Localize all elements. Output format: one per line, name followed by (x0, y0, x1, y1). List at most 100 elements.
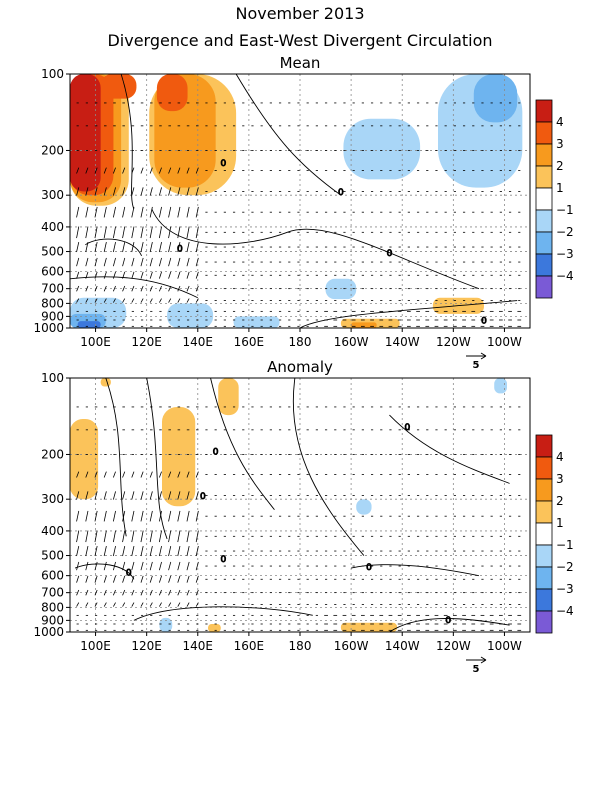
anomaly-region-neg1 (356, 499, 372, 515)
anomaly-vector (186, 491, 190, 500)
anomaly-vector (112, 471, 116, 478)
anomaly-vector (177, 575, 181, 583)
anomaly-vector (76, 589, 80, 596)
mean-vector (158, 285, 162, 292)
anomaly-vector (103, 589, 107, 596)
anomaly-vector (186, 471, 190, 478)
mean-zero-contour-label: 0 (177, 245, 183, 255)
anomaly-region-neg1 (159, 617, 173, 632)
anomaly-vector (140, 491, 144, 500)
anomaly-y-tick-label: 900 (41, 613, 64, 627)
anomaly-vector (85, 471, 89, 478)
mean-vector (85, 206, 89, 218)
anomaly-contour-line (210, 377, 275, 510)
anomaly-vector (140, 471, 144, 478)
anomaly-colorbar-swatch (535, 456, 553, 480)
mean-region-pos2 (351, 322, 377, 328)
mean-colorbar-label: −3 (556, 247, 574, 261)
anomaly-vector (149, 602, 153, 607)
mean-vector (158, 167, 162, 174)
anomaly-vector (140, 530, 144, 543)
anomaly-vector (122, 510, 126, 522)
anomaly-vector (168, 546, 172, 557)
anomaly-vector (168, 602, 172, 607)
anomaly-vector (177, 510, 181, 522)
mean-vector (186, 167, 190, 174)
mean-vector (122, 167, 126, 174)
mean-vector (122, 285, 126, 292)
anomaly-vector (177, 530, 181, 543)
anomaly-vector (195, 471, 199, 478)
mean-y-tick-label: 1000 (33, 321, 64, 335)
mean-vector (103, 271, 107, 279)
anomaly-vector (177, 491, 181, 500)
mean-colorbar-swatch (535, 121, 553, 145)
mean-vector (168, 206, 172, 218)
anomaly-vector (112, 491, 116, 500)
anomaly-vector (103, 575, 107, 583)
mean-vector (131, 167, 135, 174)
mean-y-tick-label: 200 (41, 143, 64, 157)
mean-vector (122, 242, 126, 253)
anomaly-colorbar-swatch (535, 544, 553, 568)
mean-contour-line (299, 300, 518, 329)
mean-vector (177, 298, 181, 303)
anomaly-vector (94, 561, 98, 571)
anomaly-colorbar-swatch (535, 434, 553, 458)
anomaly-x-tick-label: 120W (436, 639, 471, 653)
anomaly-colorbar-label: −3 (556, 582, 574, 596)
mean-vector (85, 298, 89, 303)
anomaly-vector (94, 589, 98, 596)
anomaly-vector (112, 575, 116, 583)
anomaly-vector (168, 491, 172, 500)
mean-region-pos3 (100, 74, 137, 99)
mean-vector (131, 206, 135, 218)
anomaly-contour-line (146, 377, 168, 540)
mean-vector (94, 187, 98, 196)
mean-vector (94, 271, 98, 279)
anomaly-y-tick-label: 800 (41, 600, 64, 614)
anomaly-vector (149, 546, 153, 557)
anomaly-vector (85, 510, 89, 522)
mean-vector (177, 242, 181, 253)
mean-contour-line (151, 208, 480, 290)
anomaly-vector (168, 575, 172, 583)
anomaly-vector (159, 602, 162, 607)
anomaly-vector (158, 546, 162, 557)
anomaly-vector (158, 510, 162, 522)
mean-x-tick-label: 160E (234, 335, 265, 349)
anomaly-vector (85, 589, 89, 596)
anomaly-vector (195, 589, 199, 596)
anomaly-vector (158, 491, 162, 500)
mean-region-pos4 (70, 74, 101, 192)
mean-colorbar-swatch (535, 231, 553, 255)
anomaly-panel-title: Anomaly (267, 358, 333, 376)
mean-vector (76, 167, 80, 174)
mean-vector (94, 298, 98, 303)
anomaly-vector (131, 471, 135, 478)
mean-y-tick-label: 700 (41, 282, 64, 296)
anomaly-vector (195, 530, 199, 543)
mean-vector (168, 298, 172, 303)
anomaly-grid (70, 378, 530, 632)
anomaly-reference-vector-label: 5 (473, 664, 480, 675)
anomaly-vector (177, 546, 181, 557)
anomaly-contour-line (74, 563, 135, 580)
mean-vector (158, 242, 162, 253)
mean-vector (140, 187, 144, 196)
mean-colorbar-label: −1 (556, 203, 574, 217)
mean-vector (158, 226, 162, 239)
mean-vector (177, 187, 181, 196)
anomaly-x-tick-label: 100E (80, 639, 111, 653)
mean-shading (70, 74, 523, 328)
mean-vector (76, 226, 80, 239)
anomaly-vector (140, 546, 144, 557)
mean-contour-line (120, 73, 135, 210)
mean-vector (158, 206, 162, 218)
mean-panel-title: Mean (280, 54, 321, 72)
mean-vector (76, 187, 80, 196)
anomaly-reference-vector-head (480, 656, 487, 664)
mean-vector (177, 285, 181, 292)
anomaly-region-neg1 (494, 378, 507, 394)
